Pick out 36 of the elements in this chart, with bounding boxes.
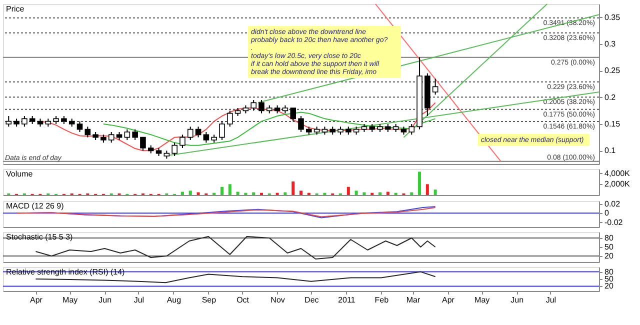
y-tick-label: 0.25 bbox=[604, 66, 621, 76]
x-tick-label: Apr bbox=[442, 296, 455, 304]
y-tick-label: 80 bbox=[604, 267, 614, 276]
y-tick-label: 0.3 bbox=[604, 40, 616, 48]
x-tick-label: Jun bbox=[510, 296, 524, 304]
x-tick-label: Apr bbox=[30, 296, 43, 304]
x-tick-label: Jul bbox=[546, 296, 556, 304]
x-tick-label: 2011 bbox=[338, 296, 356, 304]
y-tick-label: 80 bbox=[604, 234, 614, 242]
x-tick-label: Sep bbox=[202, 296, 217, 304]
x-tick-label: Jun bbox=[98, 296, 112, 304]
x-tick-label: Aug bbox=[166, 296, 182, 304]
x-tick-label: Nov bbox=[270, 296, 285, 304]
x-tick-label: Mar bbox=[406, 296, 420, 304]
y-tick-label: -0.02 bbox=[604, 218, 624, 227]
x-tick-label: Oct bbox=[236, 296, 250, 304]
y-tick-label: 0.2 bbox=[604, 92, 616, 102]
y-tick-label: 20 bbox=[604, 282, 614, 291]
y-tick-label: 50 bbox=[604, 242, 614, 252]
y-tick-label: 0.1 bbox=[604, 146, 616, 156]
chart-title: MACD (12 26 9) bbox=[6, 202, 64, 210]
y-tick-label: 4,000K bbox=[604, 168, 631, 178]
x-tick-label: Dec bbox=[304, 296, 319, 304]
x-tick-label: May bbox=[62, 296, 78, 304]
y-tick-label: 20 bbox=[604, 252, 614, 260]
x-tick-label: May bbox=[474, 296, 490, 304]
x-tick-label: Feb bbox=[374, 296, 390, 304]
y-tick-label: 50 bbox=[604, 274, 614, 284]
y-tick-label: 2,000K bbox=[604, 180, 631, 189]
chart-title: Volume bbox=[6, 170, 34, 178]
chart-title: Price bbox=[6, 4, 25, 14]
y-tick-label: 0.15 bbox=[604, 120, 621, 128]
y-tick-label: 0 bbox=[604, 208, 610, 218]
x-tick-label: Jul bbox=[134, 296, 144, 304]
y-tick-label: 0.35 bbox=[604, 12, 621, 22]
y-tick-label: 0.02 bbox=[604, 199, 621, 208]
